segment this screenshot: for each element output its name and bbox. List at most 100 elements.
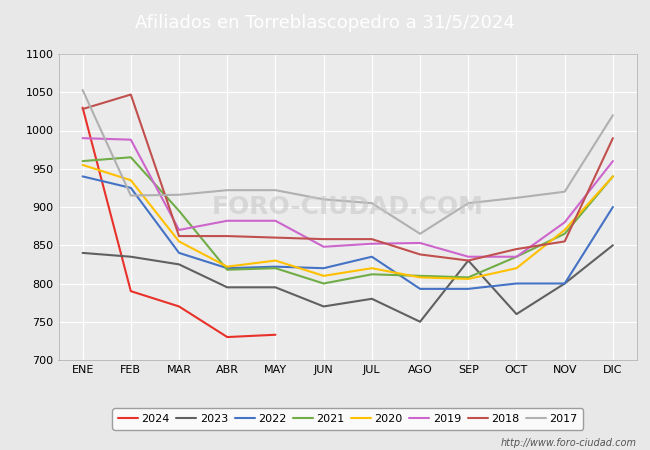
2019	[416, 240, 424, 246]
2018	[416, 252, 424, 257]
2023	[272, 285, 280, 290]
2019	[368, 241, 376, 247]
Text: FORO-CIUDAD.COM: FORO-CIUDAD.COM	[212, 195, 484, 219]
2021	[320, 281, 328, 286]
2018	[175, 234, 183, 239]
2019	[272, 218, 280, 224]
2023	[561, 281, 569, 286]
2017	[127, 193, 135, 198]
2022	[320, 266, 328, 271]
2021	[513, 254, 521, 259]
2024	[79, 105, 86, 110]
2017	[175, 192, 183, 198]
2021	[464, 274, 472, 280]
2019	[609, 158, 617, 164]
2017	[561, 189, 569, 194]
2017	[320, 197, 328, 202]
2020	[127, 178, 135, 183]
2020	[416, 274, 424, 280]
Text: Afiliados en Torreblascopedro a 31/5/2024: Afiliados en Torreblascopedro a 31/5/202…	[135, 14, 515, 32]
2018	[464, 258, 472, 263]
2023	[175, 262, 183, 267]
2021	[79, 158, 86, 164]
2022	[272, 264, 280, 270]
Line: 2020: 2020	[83, 165, 613, 279]
2022	[609, 204, 617, 210]
2022	[175, 250, 183, 256]
2020	[272, 258, 280, 263]
2023	[513, 311, 521, 317]
2019	[127, 137, 135, 142]
2020	[79, 162, 86, 167]
2017	[368, 200, 376, 206]
2020	[320, 273, 328, 279]
2017	[272, 188, 280, 193]
2018	[320, 236, 328, 242]
2019	[513, 254, 521, 259]
2018	[513, 247, 521, 252]
2022	[127, 185, 135, 191]
2018	[368, 236, 376, 242]
2018	[127, 92, 135, 97]
2021	[224, 267, 231, 272]
2021	[127, 154, 135, 160]
Legend: 2024, 2023, 2022, 2021, 2020, 2019, 2018, 2017: 2024, 2023, 2022, 2021, 2020, 2019, 2018…	[112, 409, 583, 429]
2024	[272, 332, 280, 338]
2020	[561, 227, 569, 233]
2022	[416, 286, 424, 292]
2022	[464, 286, 472, 292]
2020	[368, 266, 376, 271]
2022	[513, 281, 521, 286]
2022	[224, 266, 231, 271]
2019	[224, 218, 231, 224]
Line: 2018: 2018	[83, 94, 613, 261]
2018	[609, 135, 617, 141]
2021	[416, 273, 424, 279]
2021	[561, 231, 569, 237]
Line: 2024: 2024	[83, 108, 276, 337]
2023	[368, 296, 376, 302]
2024	[127, 288, 135, 294]
2017	[609, 112, 617, 118]
2018	[79, 106, 86, 112]
Line: 2017: 2017	[83, 90, 613, 234]
2021	[272, 266, 280, 271]
2018	[561, 238, 569, 244]
2024	[224, 334, 231, 340]
2019	[79, 135, 86, 141]
2017	[224, 188, 231, 193]
2019	[464, 254, 472, 259]
2020	[609, 174, 617, 179]
2024	[175, 304, 183, 309]
2023	[320, 304, 328, 309]
2019	[320, 244, 328, 249]
2020	[464, 276, 472, 282]
2023	[416, 319, 424, 324]
2020	[513, 266, 521, 271]
2022	[561, 281, 569, 286]
2021	[368, 272, 376, 277]
2017	[464, 200, 472, 206]
Text: http://www.foro-ciudad.com: http://www.foro-ciudad.com	[501, 438, 637, 448]
2019	[561, 220, 569, 225]
2017	[513, 195, 521, 201]
2018	[272, 235, 280, 240]
2019	[175, 227, 183, 233]
2021	[609, 174, 617, 179]
2022	[79, 174, 86, 179]
Line: 2021: 2021	[83, 157, 613, 284]
Line: 2019: 2019	[83, 138, 613, 256]
2020	[175, 238, 183, 244]
2018	[224, 234, 231, 239]
2023	[464, 258, 472, 263]
2020	[224, 264, 231, 270]
2022	[368, 254, 376, 259]
2021	[175, 208, 183, 214]
2017	[79, 87, 86, 93]
2023	[609, 243, 617, 248]
Line: 2023: 2023	[83, 245, 613, 322]
Line: 2022: 2022	[83, 176, 613, 289]
2023	[79, 250, 86, 256]
2017	[416, 231, 424, 237]
2023	[127, 254, 135, 259]
